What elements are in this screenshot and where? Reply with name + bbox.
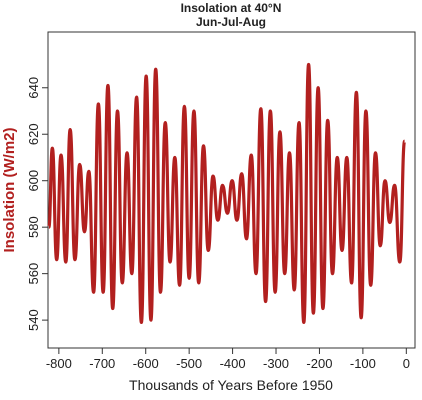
series-line — [47, 62, 407, 325]
y-tick-label: 640 — [26, 77, 41, 99]
x-axis-label: Thousands of Years Before 1950 — [129, 377, 333, 393]
y-tick-label: 580 — [26, 216, 41, 238]
chart-subtitle: Jun-Jul-Aug — [196, 15, 266, 29]
x-tick-label: -300 — [263, 356, 289, 371]
x-tick-label: -200 — [306, 356, 332, 371]
y-axis-label: Insolation (W/m2) — [1, 128, 18, 253]
y-tick-label: 540 — [26, 309, 41, 331]
y-tick-label: 600 — [26, 170, 41, 192]
x-tick-label: -700 — [89, 356, 115, 371]
x-tick-label: 0 — [403, 356, 410, 371]
x-tick-label: -800 — [46, 356, 72, 371]
y-tick-label: 560 — [26, 263, 41, 285]
chart-title: Insolation at 40°N — [181, 1, 282, 15]
plot-frame — [47, 31, 416, 349]
x-tick-label: -400 — [220, 356, 246, 371]
x-tick-label: -100 — [350, 356, 376, 371]
y-tick-label: 620 — [26, 123, 41, 145]
x-tick-label: -500 — [176, 356, 202, 371]
x-tick-label: -600 — [133, 356, 159, 371]
